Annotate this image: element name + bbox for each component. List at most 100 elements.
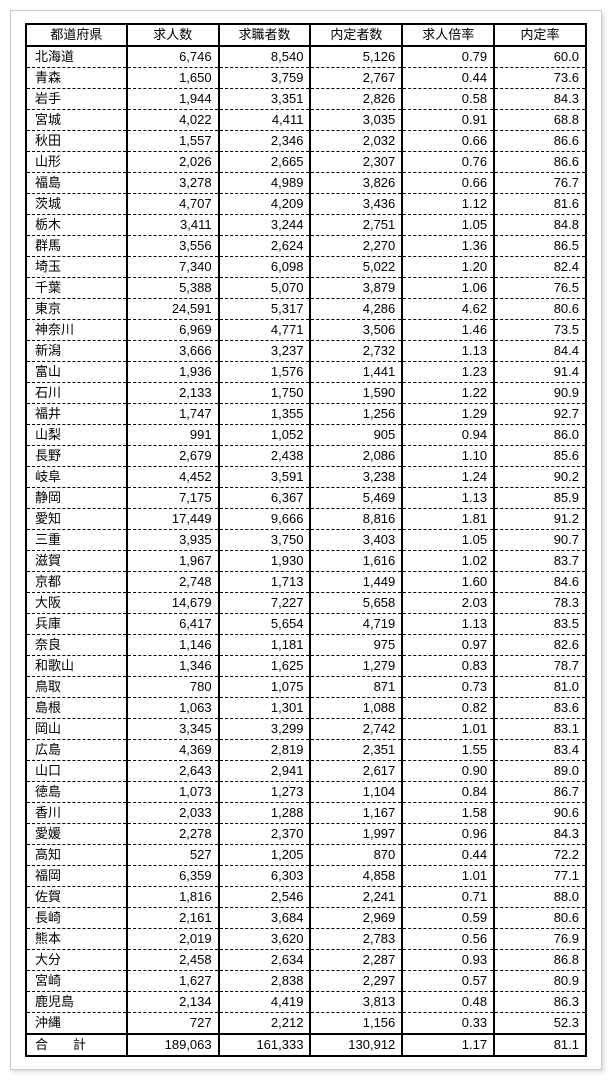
- cell-value: 84.3: [494, 89, 586, 110]
- cell-value: 527: [127, 845, 219, 866]
- cell-value: 4,719: [310, 614, 402, 635]
- cell-prefecture: 沖縄: [26, 1013, 127, 1035]
- table-row: 高知5271,2058700.4472.2: [26, 845, 586, 866]
- table-row: 兵庫6,4175,6544,7191.1383.5: [26, 614, 586, 635]
- cell-value: 3,345: [127, 719, 219, 740]
- cell-prefecture: 島根: [26, 698, 127, 719]
- cell-value: 1,205: [219, 845, 311, 866]
- cell-value: 1,713: [219, 572, 311, 593]
- cell-value: 2,212: [219, 1013, 311, 1035]
- cell-value: 2,019: [127, 929, 219, 950]
- cell-value: 1.05: [402, 530, 494, 551]
- table-row: 青森1,6503,7592,7670.4473.6: [26, 68, 586, 89]
- cell-value: 84.6: [494, 572, 586, 593]
- cell-prefecture: 栃木: [26, 215, 127, 236]
- cell-value: 2,133: [127, 383, 219, 404]
- cell-value: 1.58: [402, 803, 494, 824]
- cell-prefecture: 広島: [26, 740, 127, 761]
- cell-value: 0.33: [402, 1013, 494, 1035]
- cell-value: 1,256: [310, 404, 402, 425]
- cell-value: 4,771: [219, 320, 311, 341]
- cell-value: 2,748: [127, 572, 219, 593]
- cell-value: 2,617: [310, 761, 402, 782]
- table-row: 富山1,9361,5761,4411.2391.4: [26, 362, 586, 383]
- cell-value: 83.7: [494, 551, 586, 572]
- cell-value: 73.5: [494, 320, 586, 341]
- cell-value: 4,022: [127, 110, 219, 131]
- cell-value: 1,273: [219, 782, 311, 803]
- cell-value: 2,969: [310, 908, 402, 929]
- cell-value: 5,070: [219, 278, 311, 299]
- cell-value: 1.05: [402, 215, 494, 236]
- cell-value: 1.10: [402, 446, 494, 467]
- cell-value: 92.7: [494, 404, 586, 425]
- cell-value: 1.12: [402, 194, 494, 215]
- cell-value: 2,546: [219, 887, 311, 908]
- cell-value: 1,997: [310, 824, 402, 845]
- cell-value: 6,303: [219, 866, 311, 887]
- cell-prefecture: 香川: [26, 803, 127, 824]
- cell-value: 78.3: [494, 593, 586, 614]
- cell-value: 85.6: [494, 446, 586, 467]
- cell-value: 1.23: [402, 362, 494, 383]
- cell-value: 2,287: [310, 950, 402, 971]
- cell-value: 2,783: [310, 929, 402, 950]
- col-seekers: 求職者数: [219, 24, 311, 46]
- cell-prefecture: 山梨: [26, 425, 127, 446]
- prefecture-table: 都道府県 求人数 求職者数 内定者数 求人倍率 内定率 北海道6,7468,54…: [25, 23, 587, 1057]
- cell-prefecture: 大分: [26, 950, 127, 971]
- cell-prefecture: 長野: [26, 446, 127, 467]
- table-row: 新潟3,6663,2372,7321.1384.4: [26, 341, 586, 362]
- cell-value: 1,967: [127, 551, 219, 572]
- cell-value: 86.7: [494, 782, 586, 803]
- cell-prefecture: 千葉: [26, 278, 127, 299]
- cell-value: 1,750: [219, 383, 311, 404]
- cell-value: 6,359: [127, 866, 219, 887]
- cell-value: 0.59: [402, 908, 494, 929]
- cell-value: 0.76: [402, 152, 494, 173]
- cell-value: 2,624: [219, 236, 311, 257]
- table-row: 神奈川6,9694,7713,5061.4673.5: [26, 320, 586, 341]
- cell-value: 81.6: [494, 194, 586, 215]
- cell-value: 76.9: [494, 929, 586, 950]
- table-row: 愛媛2,2782,3701,9970.9684.3: [26, 824, 586, 845]
- cell-value: 84.8: [494, 215, 586, 236]
- cell-value: 1.01: [402, 719, 494, 740]
- table-row: 東京24,5915,3174,2864.6280.6: [26, 299, 586, 320]
- cell-value: 1,441: [310, 362, 402, 383]
- cell-value: 5,469: [310, 488, 402, 509]
- cell-value: 1,557: [127, 131, 219, 152]
- cell-value: 1.36: [402, 236, 494, 257]
- cell-value: 4,419: [219, 992, 311, 1013]
- table-row: 群馬3,5562,6242,2701.3686.5: [26, 236, 586, 257]
- total-row: 合 計 189,063 161,333 130,912 1.17 81.1: [26, 1034, 586, 1056]
- cell-prefecture: 長崎: [26, 908, 127, 929]
- table-row: 千葉5,3885,0703,8791.0676.5: [26, 278, 586, 299]
- cell-value: 2,346: [219, 131, 311, 152]
- cell-value: 91.4: [494, 362, 586, 383]
- cell-value: 1.29: [402, 404, 494, 425]
- cell-value: 6,746: [127, 46, 219, 68]
- cell-value: 0.57: [402, 971, 494, 992]
- cell-value: 2,819: [219, 740, 311, 761]
- cell-value: 3,684: [219, 908, 311, 929]
- cell-value: 2,278: [127, 824, 219, 845]
- cell-prefecture: 熊本: [26, 929, 127, 950]
- cell-prefecture: 高知: [26, 845, 127, 866]
- total-jobs: 189,063: [127, 1034, 219, 1056]
- cell-value: 2,270: [310, 236, 402, 257]
- cell-value: 82.6: [494, 635, 586, 656]
- cell-value: 2,665: [219, 152, 311, 173]
- cell-value: 0.66: [402, 131, 494, 152]
- cell-value: 7,340: [127, 257, 219, 278]
- cell-value: 80.6: [494, 299, 586, 320]
- cell-value: 2,370: [219, 824, 311, 845]
- cell-value: 77.1: [494, 866, 586, 887]
- col-jobs: 求人数: [127, 24, 219, 46]
- cell-value: 1,616: [310, 551, 402, 572]
- table-row: 長崎2,1613,6842,9690.5980.6: [26, 908, 586, 929]
- table-footer: 合 計 189,063 161,333 130,912 1.17 81.1: [26, 1034, 586, 1056]
- table-row: 宮城4,0224,4113,0350.9168.8: [26, 110, 586, 131]
- cell-value: 2,941: [219, 761, 311, 782]
- cell-value: 1,088: [310, 698, 402, 719]
